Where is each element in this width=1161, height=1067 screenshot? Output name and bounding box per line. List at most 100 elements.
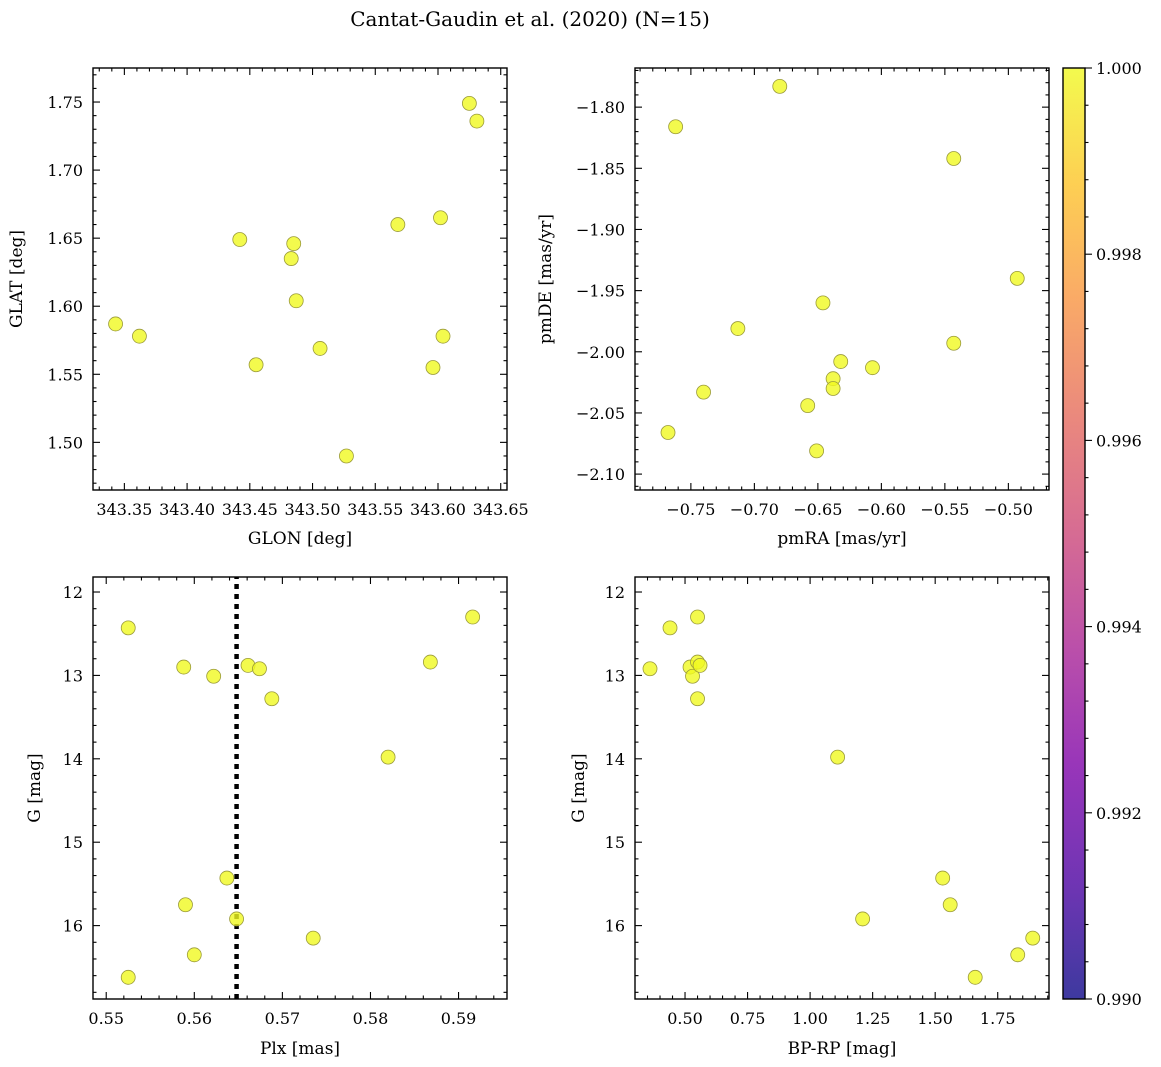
colorbar-tick-label: 0.996	[1096, 431, 1142, 450]
y-tick-label: 15	[63, 833, 83, 852]
data-point	[855, 911, 871, 927]
y-tick-label: 1.60	[47, 297, 83, 316]
data-point	[696, 384, 711, 400]
y-tick-label: 1.75	[47, 93, 83, 112]
y-tick-label: 1.50	[47, 433, 83, 452]
axes-frame	[92, 67, 508, 491]
data-point	[252, 661, 267, 677]
data-point	[288, 293, 304, 309]
data-point	[662, 620, 678, 636]
data-point	[830, 749, 846, 765]
colorbar-ticks: 0.990 0.992 0.994 0.996 0.998 1.000	[1085, 59, 1142, 1009]
data-point	[461, 95, 477, 111]
x-tick-label: 0.50	[667, 1009, 703, 1028]
data-point	[248, 357, 264, 373]
x-tick-label: 0.57	[265, 1009, 301, 1028]
panel-pmra-pmde: −0.75 −0.70 −0.65 −0.60 −0.55 −0.50 −2.10 −2.05…	[536, 67, 1050, 549]
y-tick-label: 16	[605, 917, 625, 936]
data-point	[942, 897, 958, 913]
x-tick-label: 343.50	[285, 500, 341, 519]
y-tick-label: −1.85	[576, 159, 625, 178]
panel-bprp-g: 0.50 0.75 1.00 1.25 1.50 1.75 12 13 14 15 16 BP-RP …	[569, 576, 1050, 1059]
y-tick-label: 13	[605, 666, 625, 685]
x-tick-label: 343.45	[222, 500, 278, 519]
data-point	[435, 328, 451, 344]
data-point	[286, 236, 302, 252]
y-tick-label: 14	[605, 750, 625, 769]
data-point	[825, 381, 841, 396]
x-tick-label: 0.75	[730, 1009, 766, 1028]
data-point	[390, 217, 406, 232]
x-axis-label: BP-RP [mag]	[788, 1039, 897, 1059]
x-tick-label: 0.55	[88, 1009, 124, 1028]
x-tick-label: 1.75	[980, 1009, 1016, 1028]
data-point	[465, 609, 481, 625]
data-point	[772, 78, 788, 94]
data-point	[692, 658, 708, 673]
x-tick-label: 343.55	[347, 500, 403, 519]
data-point	[283, 251, 299, 266]
data-point	[833, 354, 849, 369]
data-point	[800, 398, 816, 414]
x-axis-label: GLON [deg]	[248, 529, 352, 549]
x-tick-label: 343.60	[410, 500, 466, 519]
x-tick-label: −0.70	[730, 500, 779, 519]
data-point	[232, 232, 248, 247]
colorbar-gradient	[1063, 68, 1085, 999]
data-point	[946, 335, 962, 351]
x-tick-label: 1.50	[917, 1009, 953, 1028]
x-tick-label: 0.58	[353, 1009, 389, 1028]
data-point	[730, 321, 746, 336]
data-point	[946, 151, 962, 166]
data-point	[264, 691, 280, 707]
x-tick-label: 1.25	[855, 1009, 891, 1028]
data-point	[219, 870, 235, 886]
x-tick-label: −0.75	[666, 500, 715, 519]
data-point	[865, 360, 880, 376]
data-point	[206, 668, 222, 684]
y-axis-label: G [mag]	[25, 753, 45, 822]
x-tick-label: 1.00	[792, 1009, 828, 1028]
x-tick-label: 343.40	[159, 500, 215, 519]
x-axis-label: Plx [mas]	[260, 1039, 340, 1059]
data-point	[690, 691, 705, 707]
y-tick-label: 1.55	[47, 365, 83, 384]
data-point	[690, 609, 705, 625]
data-point	[642, 661, 658, 677]
y-tick-label: 12	[605, 583, 625, 602]
y-tick-label: −1.95	[576, 282, 625, 301]
data-point	[815, 295, 831, 311]
y-tick-label: −2.05	[576, 404, 625, 423]
y-tick-label: −1.80	[576, 98, 625, 117]
colorbar-frame	[1062, 67, 1086, 1000]
data-point	[380, 749, 396, 765]
data-point	[668, 119, 684, 135]
data-point	[132, 328, 147, 344]
colorbar-tick-label: 0.994	[1096, 618, 1142, 637]
data-point	[178, 897, 193, 913]
x-axis-label: pmRA [mas/yr]	[777, 529, 906, 549]
axes-frame	[634, 576, 1050, 1000]
x-tick-label: 0.59	[441, 1009, 477, 1028]
x-tick-label: −0.65	[793, 500, 842, 519]
x-tick-label: −0.55	[920, 500, 969, 519]
data-point	[305, 930, 321, 946]
colorbar-tick-label: 1.000	[1096, 59, 1142, 78]
data-point	[229, 911, 244, 927]
data-point	[312, 341, 328, 356]
data-point	[108, 316, 123, 332]
colorbar-tick-label: 0.998	[1096, 245, 1142, 264]
x-tick-label: 343.35	[96, 500, 152, 519]
data-point	[935, 870, 951, 886]
data-point	[685, 668, 700, 684]
data-point	[809, 443, 825, 459]
data-point	[433, 210, 448, 226]
axes-frame	[92, 576, 508, 1000]
data-point	[1009, 270, 1025, 286]
x-tick-label: 0.56	[176, 1009, 212, 1028]
y-tick-label: 16	[63, 917, 83, 936]
figure-title: Cantat-Gaudin et al. (2020) (N=15)	[350, 7, 710, 31]
y-axis-label: pmDE [mas/yr]	[536, 214, 556, 344]
panel-plx-g: 0.55 0.56 0.57 0.58 0.59 12 13 14 15 16 Plx [mas] G…	[25, 576, 508, 1059]
